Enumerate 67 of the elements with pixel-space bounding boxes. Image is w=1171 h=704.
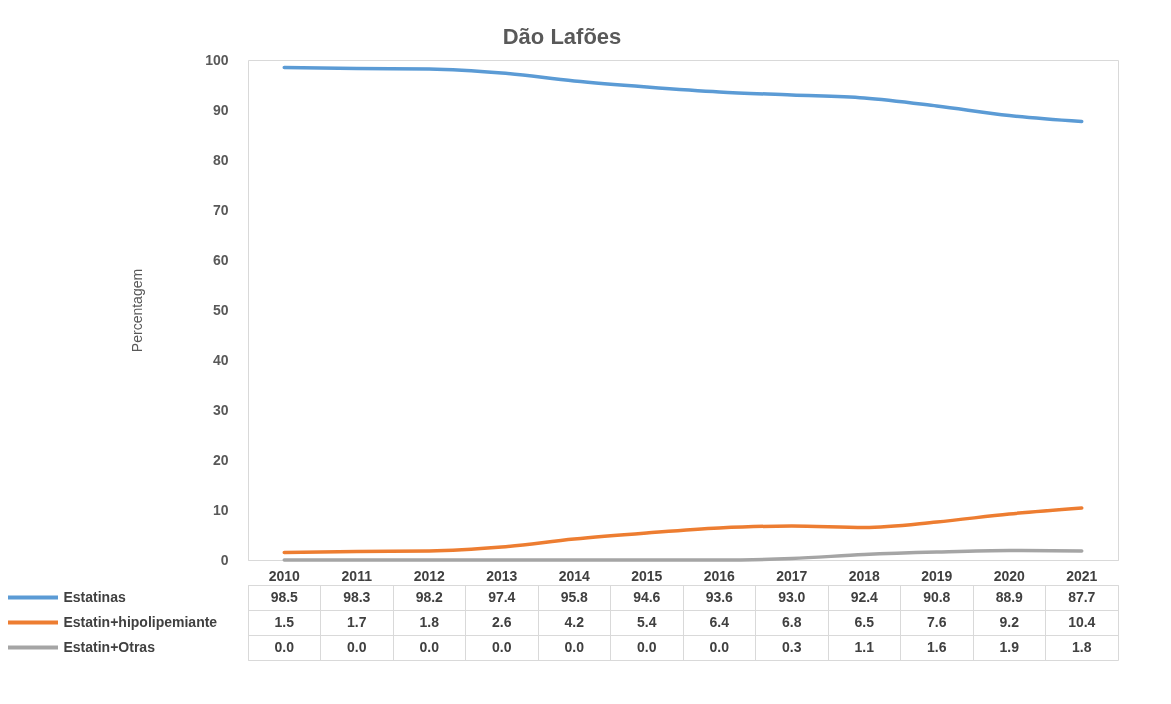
data-label: 93.6 [705, 588, 734, 605]
y-tick-label: 10 [212, 501, 229, 518]
data-label: 10.4 [1068, 613, 1096, 630]
y-tick-label: 90 [212, 101, 229, 118]
data-label: 0.0 [347, 638, 367, 655]
x-tick-label: 2021 [1066, 567, 1098, 584]
y-tick-label: 100 [205, 51, 229, 68]
data-label: 88.9 [995, 588, 1024, 605]
data-label: 6.4 [709, 613, 730, 630]
data-label: 0.0 [637, 638, 657, 655]
line-series [282, 65, 1084, 124]
data-label: 98.5 [270, 588, 299, 605]
y-axis-title: Percentagem [129, 268, 146, 353]
x-tick-label: 2020 [993, 567, 1026, 584]
y-tick-label: 70 [212, 201, 229, 218]
data-label: 1.8 [419, 613, 440, 630]
data-label: 0.0 [492, 638, 512, 655]
data-label: 1.6 [927, 638, 947, 655]
legend-label: Estatinas [63, 588, 126, 605]
data-label: 1.5 [274, 613, 295, 630]
x-tick-label: 2017 [776, 567, 808, 584]
x-tick-label: 2014 [558, 567, 591, 584]
y-tick-label: 60 [212, 251, 229, 268]
data-label: 0.3 [782, 638, 802, 655]
legend-label: Estatin+Otras [63, 638, 156, 655]
x-tick-label: 2019 [921, 567, 953, 584]
y-tick-label: 40 [212, 351, 229, 368]
data-label: 98.2 [415, 588, 444, 605]
y-tick-label: 50 [212, 301, 229, 318]
data-label: 5.4 [637, 613, 657, 630]
line-series [282, 548, 1084, 562]
data-label: 98.3 [343, 588, 371, 605]
data-label: 93.0 [778, 588, 806, 605]
data-label: 1.1 [854, 638, 875, 655]
x-tick-label: 2012 [413, 567, 446, 584]
y-tick-label: 20 [212, 451, 229, 468]
x-tick-label: 2013 [486, 567, 518, 584]
data-label: 2.6 [492, 613, 512, 630]
x-tick-label: 2010 [268, 567, 301, 584]
data-label: 0.0 [709, 638, 730, 655]
data-label: 0.0 [419, 638, 440, 655]
y-tick-label: 30 [212, 401, 229, 418]
data-label: 95.8 [560, 588, 589, 605]
chart-title: Dão Lafões [502, 23, 622, 49]
data-label: 90.8 [923, 588, 951, 605]
legend-label: Estatin+hipolipemiante [63, 613, 218, 630]
x-tick-label: 2016 [703, 567, 736, 584]
x-tick-label: 2015 [631, 567, 663, 584]
x-tick-label: 2011 [341, 567, 373, 584]
data-label: 6.8 [782, 613, 802, 630]
y-tick-label: 80 [212, 151, 229, 168]
data-label: 7.6 [927, 613, 947, 630]
data-label: 97.4 [488, 588, 516, 605]
line-series [282, 506, 1084, 555]
data-label: 1.9 [999, 638, 1020, 655]
data-label: 92.4 [850, 588, 879, 605]
data-label: 1.8 [1072, 638, 1092, 655]
data-label: 4.2 [564, 613, 585, 630]
data-label: 94.6 [633, 588, 661, 605]
data-label: 9.2 [999, 613, 1020, 630]
data-label: 87.7 [1068, 588, 1096, 605]
data-label: 6.5 [854, 613, 875, 630]
data-label: 0.0 [564, 638, 585, 655]
data-label: 1.7 [347, 613, 367, 630]
y-tick-label: 0 [220, 551, 229, 568]
data-label: 0.0 [274, 638, 295, 655]
x-tick-label: 2018 [848, 567, 881, 584]
